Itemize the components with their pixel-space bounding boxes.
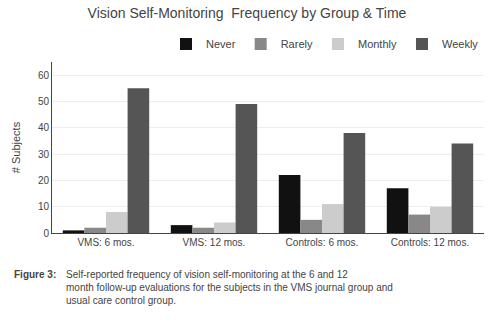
- svg-text:Controls: 6 mos.: Controls: 6 mos.: [286, 237, 359, 248]
- svg-text:Self-reported frequency of vis: Self-reported frequency of vision self-m…: [66, 269, 393, 306]
- svg-text:50: 50: [38, 96, 50, 107]
- svg-text:Vision Self-Monitoring Freque: Vision Self-Monitoring Frequency by Grou…: [88, 5, 407, 21]
- svg-text:60: 60: [38, 70, 50, 81]
- svg-text:40: 40: [38, 122, 50, 133]
- svg-text:Rarely: Rarely: [281, 38, 313, 50]
- svg-text:Controls: 12 mos.: Controls: 12 mos.: [391, 237, 469, 248]
- svg-text:# Subjects: # Subjects: [10, 121, 22, 173]
- svg-text:Figure 3:: Figure 3:: [14, 269, 56, 280]
- svg-text:30: 30: [38, 149, 50, 160]
- svg-text:10: 10: [38, 201, 50, 212]
- svg-text:VMS: 6 mos.: VMS: 6 mos.: [77, 237, 134, 248]
- svg-text:0: 0: [43, 228, 49, 239]
- svg-text:Never: Never: [206, 38, 236, 50]
- svg-text:Weekly: Weekly: [442, 38, 478, 50]
- svg-text:Monthly: Monthly: [358, 38, 397, 50]
- svg-text:VMS: 12 mos.: VMS: 12 mos.: [183, 237, 246, 248]
- svg-text:20: 20: [38, 175, 50, 186]
